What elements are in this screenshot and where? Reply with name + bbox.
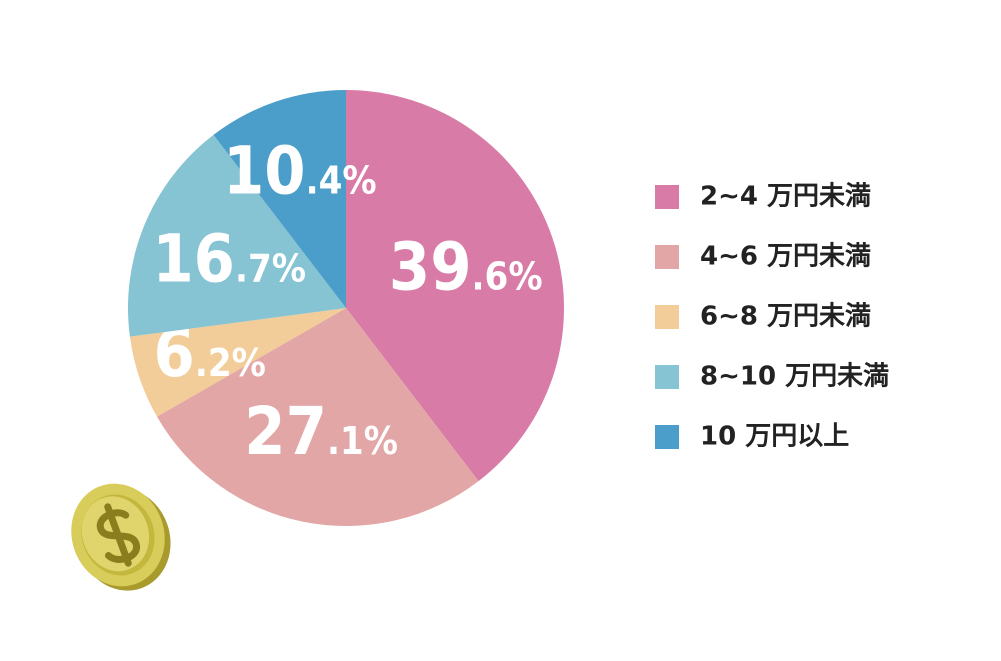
data-label: 27.1% — [244, 393, 398, 470]
pie-slice — [346, 90, 564, 482]
pie-slice — [129, 308, 346, 417]
legend-swatch — [655, 305, 679, 329]
legend-swatch — [655, 245, 679, 269]
data-label: 10.4% — [223, 133, 377, 210]
pie-slice — [128, 134, 346, 337]
data-label: 39.6% — [389, 228, 543, 305]
coin — [71, 483, 171, 591]
legend-label: 10 万円以上 — [700, 422, 849, 452]
legend-swatch — [655, 425, 679, 449]
legend-swatch — [655, 185, 679, 209]
legend-label: 8~10 万円未満 — [700, 362, 889, 392]
legend-label: 6~8 万円未満 — [700, 302, 871, 332]
legend-label: 2~4 万円未満 — [700, 182, 871, 212]
data-label: 16.7% — [152, 221, 306, 298]
legend-label: 4~6 万円未満 — [700, 242, 871, 272]
legend-swatch — [655, 365, 679, 389]
pie-slice — [156, 308, 479, 526]
pie-slice — [213, 90, 346, 308]
